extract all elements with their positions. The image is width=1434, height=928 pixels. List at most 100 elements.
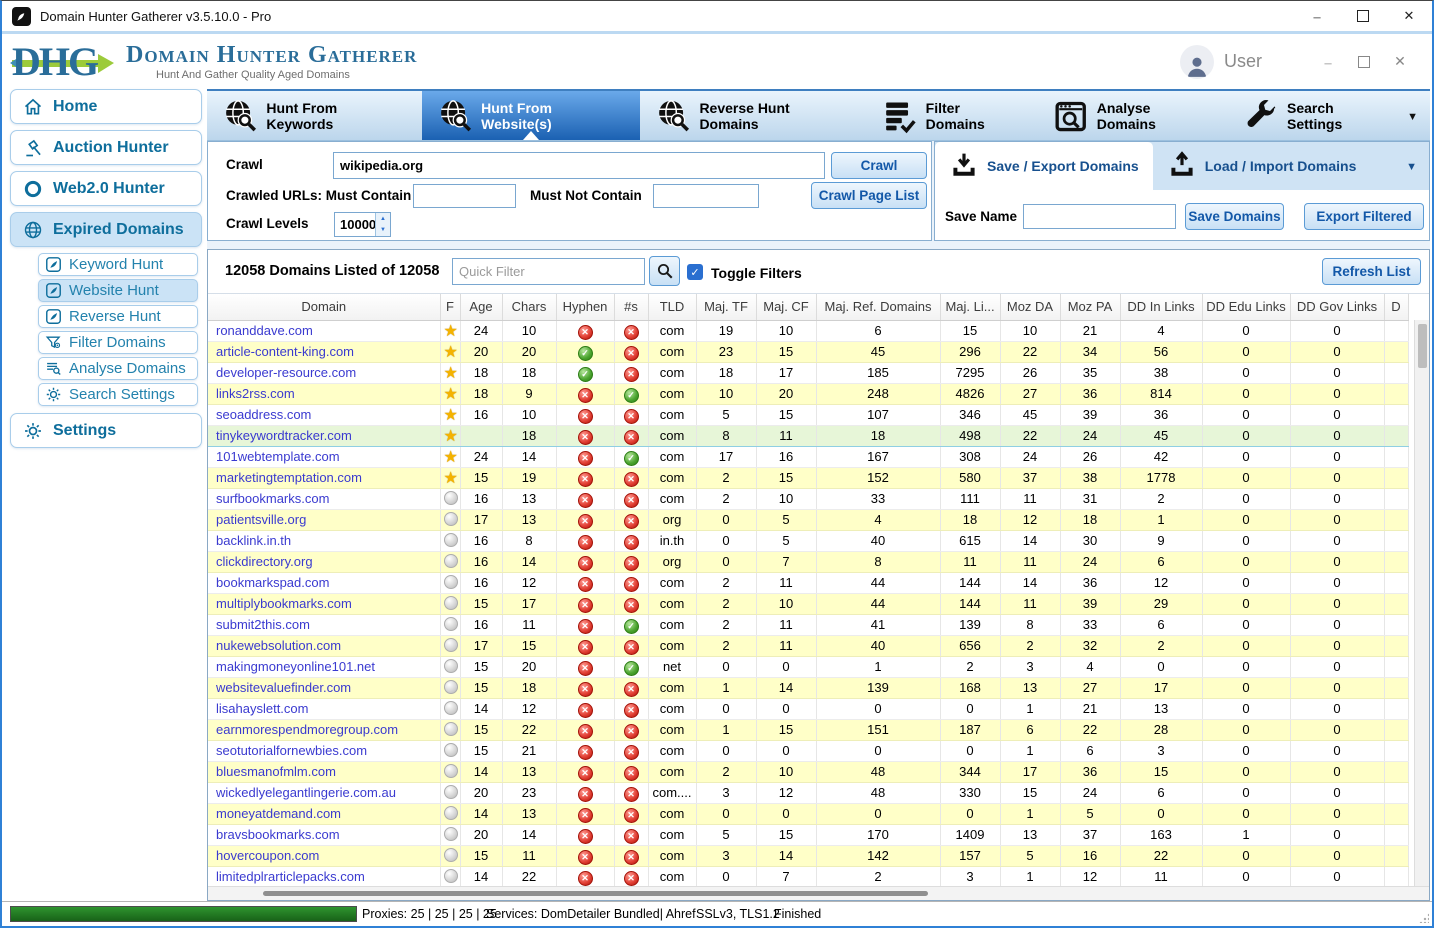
table-row[interactable]: seoaddress.com1610com51510734645393600 xyxy=(208,404,1409,426)
tab-hunt-from-website-s-[interactable]: Hunt From Website(s) xyxy=(421,91,641,140)
domain-link[interactable]: wickedlyelegantlingerie.com.au xyxy=(216,785,396,800)
table-row[interactable]: lisahayslett.com1412com00001211300 xyxy=(208,698,1409,720)
column-header-f[interactable]: F xyxy=(440,294,461,321)
tab-load-import-domains[interactable]: Load / Import Domains xyxy=(1153,142,1371,190)
column-header-tld[interactable]: TLD xyxy=(648,294,697,321)
table-row[interactable]: 101webtemplate.com2414com171616730824264… xyxy=(208,446,1409,468)
crawl-url-input[interactable] xyxy=(333,152,825,179)
table-row[interactable]: earnmorespendmoregroup.com1522com1151511… xyxy=(208,719,1409,741)
domain-link[interactable]: article-content-king.com xyxy=(216,344,354,359)
sidebar-item-auction-hunter[interactable]: Auction Hunter xyxy=(10,130,202,165)
sidebar-item-web2-0-hunter[interactable]: Web2.0 Hunter xyxy=(10,171,202,206)
sidebar-item-search-settings[interactable]: Search Settings xyxy=(38,383,198,406)
app-minimize-button[interactable] xyxy=(1310,53,1346,70)
horizontal-scrollbar-thumb[interactable] xyxy=(263,891,928,896)
stepper-down-icon[interactable] xyxy=(376,224,390,236)
sidebar-item-settings[interactable]: Settings xyxy=(10,413,202,448)
sidebar-item-reverse-hunt[interactable]: Reverse Hunt xyxy=(38,305,198,328)
table-row[interactable]: nukewebsolution.com1715com21140656232200 xyxy=(208,635,1409,657)
crawl-button[interactable]: Crawl xyxy=(831,152,927,179)
column-header-maj-ref-domains[interactable]: Maj. Ref. Domains xyxy=(816,294,941,321)
crawl-page-list-button[interactable]: Crawl Page List xyxy=(811,182,927,209)
horizontal-scrollbar[interactable] xyxy=(208,886,1429,900)
tab-bar-dropdown[interactable] xyxy=(1407,91,1430,140)
quick-filter-input[interactable] xyxy=(452,258,645,285)
column-header-hyphen[interactable]: Hyphen xyxy=(556,294,615,321)
domain-link[interactable]: seoaddress.com xyxy=(216,407,312,422)
export-filtered-button[interactable]: Export Filtered xyxy=(1304,203,1424,230)
table-row[interactable]: makingmoneyonline101.net1520net001234000 xyxy=(208,656,1409,678)
table-row[interactable]: ronanddave.com2410com19106151021400 xyxy=(208,320,1409,342)
save-domains-button[interactable]: Save Domains xyxy=(1185,203,1284,230)
vertical-scrollbar[interactable] xyxy=(1414,320,1429,886)
domain-link[interactable]: multiplybookmarks.com xyxy=(216,596,352,611)
column-header-d[interactable]: D xyxy=(1384,294,1409,321)
toggle-filters-checkbox[interactable] xyxy=(687,264,703,280)
domain-link[interactable]: submit2this.com xyxy=(216,617,310,632)
domain-link[interactable]: bravsbookmarks.com xyxy=(216,827,340,842)
tab-reverse-hunt-domains[interactable]: Reverse Hunt Domains xyxy=(640,91,866,140)
window-maximize-button[interactable] xyxy=(1340,1,1386,31)
window-minimize-button[interactable] xyxy=(1294,1,1340,31)
domain-link[interactable]: websitevaluefinder.com xyxy=(216,680,352,695)
domain-link[interactable]: clickdirectory.org xyxy=(216,554,313,569)
domain-link[interactable]: backlink.in.th xyxy=(216,533,292,548)
refresh-list-button[interactable]: Refresh List xyxy=(1322,258,1421,285)
sidebar-item-website-hunt[interactable]: Website Hunt xyxy=(38,279,198,302)
column-header-moz-pa[interactable]: Moz PA xyxy=(1060,294,1121,321)
save-name-input[interactable] xyxy=(1023,204,1176,229)
domain-link[interactable]: surfbookmarks.com xyxy=(216,491,330,506)
table-row[interactable]: clickdirectory.org1614org078111124600 xyxy=(208,551,1409,573)
domain-link[interactable]: hovercoupon.com xyxy=(216,848,320,863)
domain-link[interactable]: seotutorialfornewbies.com xyxy=(216,743,368,758)
resize-grip[interactable] xyxy=(1419,913,1429,923)
table-row[interactable]: limitedplrarticlepacks.com1422com0723112… xyxy=(208,866,1409,886)
column-header-maj-tf[interactable]: Maj. TF xyxy=(696,294,757,321)
domain-link[interactable]: tinykeywordtracker.com xyxy=(216,428,352,443)
column-header-maj-li-[interactable]: Maj. Li... xyxy=(940,294,1001,321)
sidebar-item-keyword-hunt[interactable]: Keyword Hunt xyxy=(38,253,198,276)
table-row[interactable]: seotutorialfornewbies.com1521com00001630… xyxy=(208,740,1409,762)
sidebar-item-filter-domains[interactable]: Filter Domains xyxy=(38,331,198,354)
must-not-contain-input[interactable] xyxy=(653,184,759,208)
column-header-dd-edu-links[interactable]: DD Edu Links xyxy=(1202,294,1291,321)
domain-link[interactable]: links2rss.com xyxy=(216,386,295,401)
domain-link[interactable]: developer-resource.com xyxy=(216,365,357,380)
tab-analyse-domains[interactable]: Analyse Domains xyxy=(1037,91,1227,140)
column-header-maj-cf[interactable]: Maj. CF xyxy=(756,294,817,321)
save-panel-dropdown[interactable] xyxy=(1406,142,1429,190)
stepper-up-icon[interactable] xyxy=(376,213,390,225)
must-contain-input[interactable] xyxy=(413,184,516,208)
domain-link[interactable]: bluesmanofmlm.com xyxy=(216,764,336,779)
tab-search-settings[interactable]: Search Settings xyxy=(1228,91,1408,140)
table-row[interactable]: tinykeywordtracker.com18com8111849822244… xyxy=(208,424,1409,447)
column-header-age[interactable]: Age xyxy=(460,294,503,321)
table-row[interactable]: bluesmanofmlm.com1413com2104834417361500 xyxy=(208,761,1409,783)
app-close-button[interactable] xyxy=(1382,53,1418,70)
domain-link[interactable]: ronanddave.com xyxy=(216,323,313,338)
column-header-domain[interactable]: Domain xyxy=(208,294,441,321)
column-header--s[interactable]: #s xyxy=(614,294,649,321)
quick-filter-search-button[interactable] xyxy=(649,256,680,286)
table-row[interactable]: surfbookmarks.com1613com210331111131200 xyxy=(208,488,1409,510)
column-header-dd-in-links[interactable]: DD In Links xyxy=(1120,294,1203,321)
sidebar-item-analyse-domains[interactable]: Analyse Domains xyxy=(38,357,198,380)
table-row[interactable]: hovercoupon.com1511com3141421575162200 xyxy=(208,845,1409,867)
vertical-scrollbar-thumb[interactable] xyxy=(1418,324,1427,368)
sidebar-item-expired-domains[interactable]: Expired Domains xyxy=(10,212,202,247)
app-maximize-button[interactable] xyxy=(1346,53,1382,70)
table-row[interactable]: marketingtemptation.com1519com2151525803… xyxy=(208,467,1409,489)
user-avatar[interactable] xyxy=(1179,44,1214,79)
domain-link[interactable]: marketingtemptation.com xyxy=(216,470,362,485)
crawl-levels-input[interactable] xyxy=(335,213,375,236)
domain-link[interactable]: lisahayslett.com xyxy=(216,701,309,716)
domain-link[interactable]: nukewebsolution.com xyxy=(216,638,342,653)
table-row[interactable]: bookmarkspad.com1612com2114414414361200 xyxy=(208,572,1409,594)
table-row[interactable]: patientsville.org1713org054181218100 xyxy=(208,509,1409,531)
column-header-moz-da[interactable]: Moz DA xyxy=(1000,294,1061,321)
